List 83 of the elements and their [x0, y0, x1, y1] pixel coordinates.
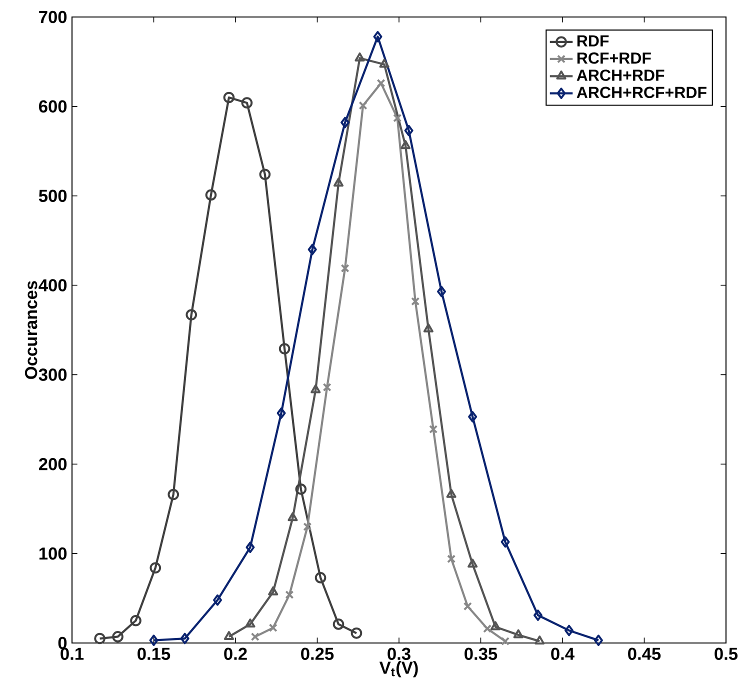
point: [468, 558, 478, 568]
point: [276, 407, 286, 419]
point: [354, 52, 365, 62]
point: [150, 562, 162, 574]
point: [482, 624, 492, 633]
point: [533, 610, 542, 621]
point: [213, 594, 222, 606]
y-tick-label: 200: [38, 458, 67, 470]
point: [376, 78, 386, 88]
point: [295, 484, 307, 495]
point: [180, 632, 190, 644]
point: [168, 488, 180, 500]
point: [429, 424, 438, 434]
point: [322, 382, 332, 392]
x-tick-label: 0.4: [551, 648, 574, 660]
point: [310, 384, 321, 394]
legend-label: ARCH+RDF: [576, 70, 664, 81]
point: [340, 264, 350, 273]
point: [463, 602, 472, 611]
point: [332, 618, 344, 630]
x-tick-label: 0.3: [388, 648, 410, 660]
point: [285, 590, 294, 599]
point: [379, 58, 390, 68]
point: [500, 636, 510, 646]
point: [423, 323, 434, 332]
point: [246, 542, 255, 553]
point: [130, 614, 142, 626]
x-tick-label: 0.5: [714, 648, 738, 660]
point: [288, 512, 298, 522]
legend-label: ARCH+RCF+RDF: [576, 86, 706, 98]
point: [250, 632, 260, 642]
point: [534, 636, 545, 645]
y-tick-label: 600: [39, 100, 67, 113]
point: [314, 572, 326, 584]
point: [490, 621, 501, 630]
point: [303, 522, 312, 532]
point: [446, 488, 456, 498]
point: [186, 309, 198, 320]
point: [224, 631, 234, 640]
point: [358, 101, 368, 110]
y-tick-label: 400: [38, 279, 67, 292]
y-tick-label: 0: [58, 636, 67, 650]
point: [404, 124, 414, 136]
x-tick-label: 0.15: [138, 648, 170, 660]
point: [447, 554, 456, 564]
point: [333, 178, 344, 187]
point: [437, 286, 446, 298]
point: [94, 632, 106, 644]
x-axis-title: V$_{t}$(V): [379, 661, 418, 678]
point: [268, 623, 278, 632]
y-tick-label: 700: [39, 10, 67, 24]
x-tick-label: 0.35: [464, 648, 498, 660]
point: [564, 624, 574, 636]
point: [468, 411, 478, 422]
point: [400, 140, 411, 150]
y-tick-label: 500: [38, 190, 67, 202]
point: [259, 168, 271, 180]
point: [241, 97, 253, 109]
point: [149, 634, 158, 646]
point: [513, 629, 524, 638]
point: [268, 586, 278, 596]
legend-label: RDF: [577, 35, 609, 46]
point: [278, 343, 290, 354]
point: [373, 31, 382, 42]
point: [594, 634, 603, 646]
y-tick-label: 300: [38, 368, 67, 381]
point: [245, 618, 256, 628]
x-tick-label: 0.45: [628, 648, 661, 660]
x-tick-label: 0.2: [224, 648, 247, 660]
point: [500, 536, 510, 548]
point: [223, 92, 235, 104]
y-tick-label: 100: [39, 547, 67, 560]
point: [350, 627, 362, 639]
legend-label: RCF+RDF: [577, 52, 651, 64]
point: [308, 244, 317, 256]
x-tick-label: 0.1: [60, 648, 84, 660]
point: [393, 114, 402, 122]
y-axis-title: Occurances: [24, 281, 38, 379]
point: [205, 189, 217, 201]
point: [411, 297, 420, 306]
point: [340, 116, 350, 128]
point: [112, 631, 124, 642]
x-tick-label: 0.25: [301, 648, 334, 660]
